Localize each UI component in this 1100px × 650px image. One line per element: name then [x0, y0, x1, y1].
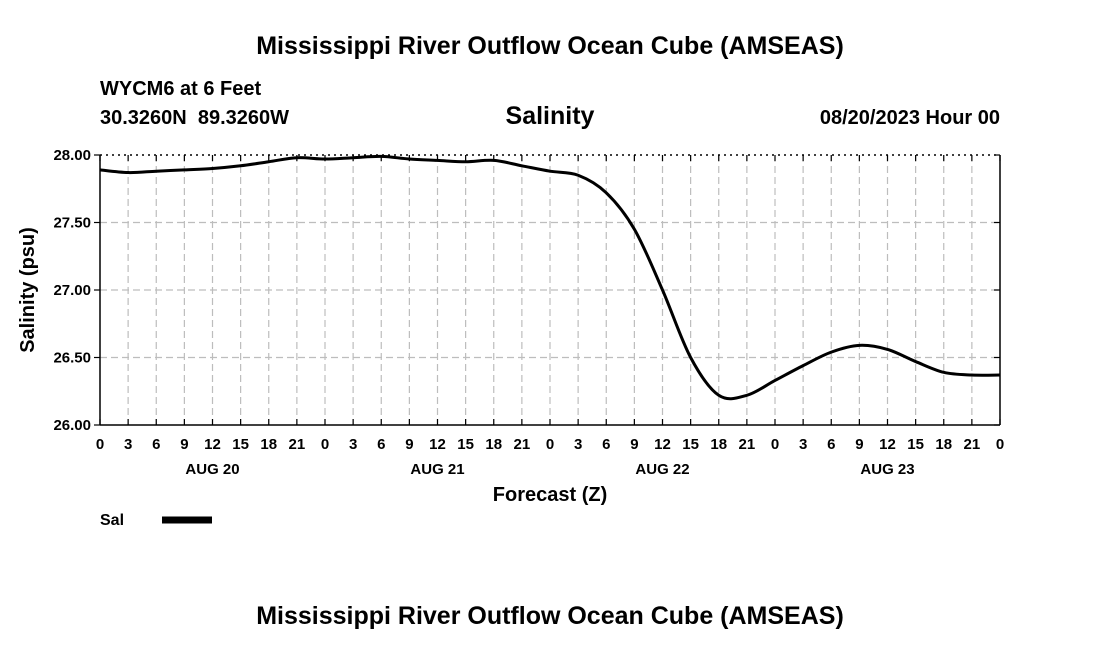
data-point	[408, 158, 410, 160]
x-tick-label: 6	[377, 436, 385, 453]
axis-layer: 0 3 6 9 12 15 18 21 0 3 6 9 12 15 18 21 0 3 6 9 12 15 18 21 0 3 6 9…	[53, 147, 1004, 478]
x-day-label: AUG 20	[185, 461, 239, 478]
data-point	[183, 169, 185, 171]
data-point	[915, 361, 917, 363]
data-point	[605, 192, 607, 194]
x-tick-label: 3	[799, 436, 807, 453]
x-tick-label: 12	[879, 436, 896, 453]
data-point	[746, 394, 748, 396]
x-tick-label: 15	[232, 436, 249, 453]
x-tick-label: 0	[771, 436, 779, 453]
data-point	[802, 365, 804, 367]
data-point	[155, 170, 157, 172]
x-tick-label: 18	[935, 436, 952, 453]
x-tick-label: 12	[654, 436, 671, 453]
data-point	[577, 174, 579, 176]
data-point	[380, 155, 382, 157]
x-tick-label: 21	[964, 436, 981, 453]
footer-title: Mississippi River Outflow Ocean Cube (AM…	[256, 602, 844, 630]
data-point	[690, 357, 692, 358]
x-tick-label: 15	[907, 436, 924, 453]
data-point	[971, 374, 973, 376]
y-tick-label: 26.00	[53, 417, 91, 434]
x-tick-label: 18	[260, 436, 277, 453]
coordinates-label: 30.3260N 89.3260W	[100, 107, 289, 129]
data-point	[999, 374, 1001, 376]
data-point	[240, 165, 242, 167]
x-day-label: AUG 23	[860, 461, 914, 478]
x-tick-label: 6	[152, 436, 160, 453]
y-tick-label: 27.50	[53, 215, 91, 232]
x-day-label: AUG 22	[635, 461, 689, 478]
x-tick-label: 3	[124, 436, 132, 453]
x-tick-label: 0	[546, 436, 554, 453]
data-point	[465, 161, 467, 163]
data-point	[127, 172, 129, 174]
x-tick-label: 21	[289, 436, 306, 453]
data-point	[858, 344, 860, 346]
data-point	[521, 165, 523, 167]
data-point	[437, 159, 438, 161]
x-tick-label: 21	[739, 436, 756, 453]
x-tick-label: 6	[827, 436, 835, 453]
legend-label: Sal	[100, 512, 124, 529]
data-point	[296, 157, 298, 159]
data-point	[324, 158, 326, 160]
data-point	[633, 228, 635, 230]
x-tick-label: 3	[349, 436, 357, 453]
x-tick-label: 21	[514, 436, 531, 453]
data-point	[268, 161, 270, 163]
forecast-datetime: 08/20/2023 Hour 00	[820, 107, 1000, 129]
x-tick-label: 0	[96, 436, 104, 453]
x-tick-label: 12	[429, 436, 446, 453]
data-point	[887, 348, 888, 350]
grid-layer	[100, 155, 1000, 425]
series-layer	[99, 154, 1001, 401]
y-tick-label: 27.00	[53, 282, 91, 299]
data-point	[493, 159, 495, 161]
x-day-label: AUG 21	[410, 461, 464, 478]
x-tick-label: 12	[204, 436, 221, 453]
data-point	[212, 168, 213, 169]
chart-main-title: Mississippi River Outflow Ocean Cube (AM…	[256, 32, 844, 60]
x-axis-label: Forecast (Z)	[493, 484, 607, 506]
x-tick-label: 9	[855, 436, 863, 453]
x-tick-label: 9	[405, 436, 413, 453]
plot-title: Salinity	[506, 102, 595, 130]
data-point	[662, 289, 663, 291]
x-tick-label: 9	[180, 436, 188, 453]
data-point	[99, 169, 101, 171]
data-point	[830, 351, 832, 353]
x-tick-label: 0	[996, 436, 1004, 453]
x-tick-label: 9	[630, 436, 638, 453]
station-label: WYCM6 at 6 Feet	[100, 78, 261, 100]
x-tick-label: 15	[682, 436, 699, 453]
data-point	[352, 157, 354, 159]
y-tick-label: 28.00	[53, 147, 91, 164]
data-point	[943, 371, 945, 373]
x-tick-label: 18	[485, 436, 502, 453]
data-point	[718, 394, 720, 396]
x-tick-label: 0	[321, 436, 329, 453]
x-tick-label: 6	[602, 436, 610, 453]
data-point	[549, 170, 551, 172]
x-tick-label: 15	[457, 436, 474, 453]
y-tick-label: 26.50	[53, 350, 91, 367]
x-tick-label: 3	[574, 436, 582, 453]
y-axis-label: Salinity (psu)	[17, 227, 39, 353]
data-point	[774, 379, 776, 381]
x-tick-label: 18	[710, 436, 727, 453]
